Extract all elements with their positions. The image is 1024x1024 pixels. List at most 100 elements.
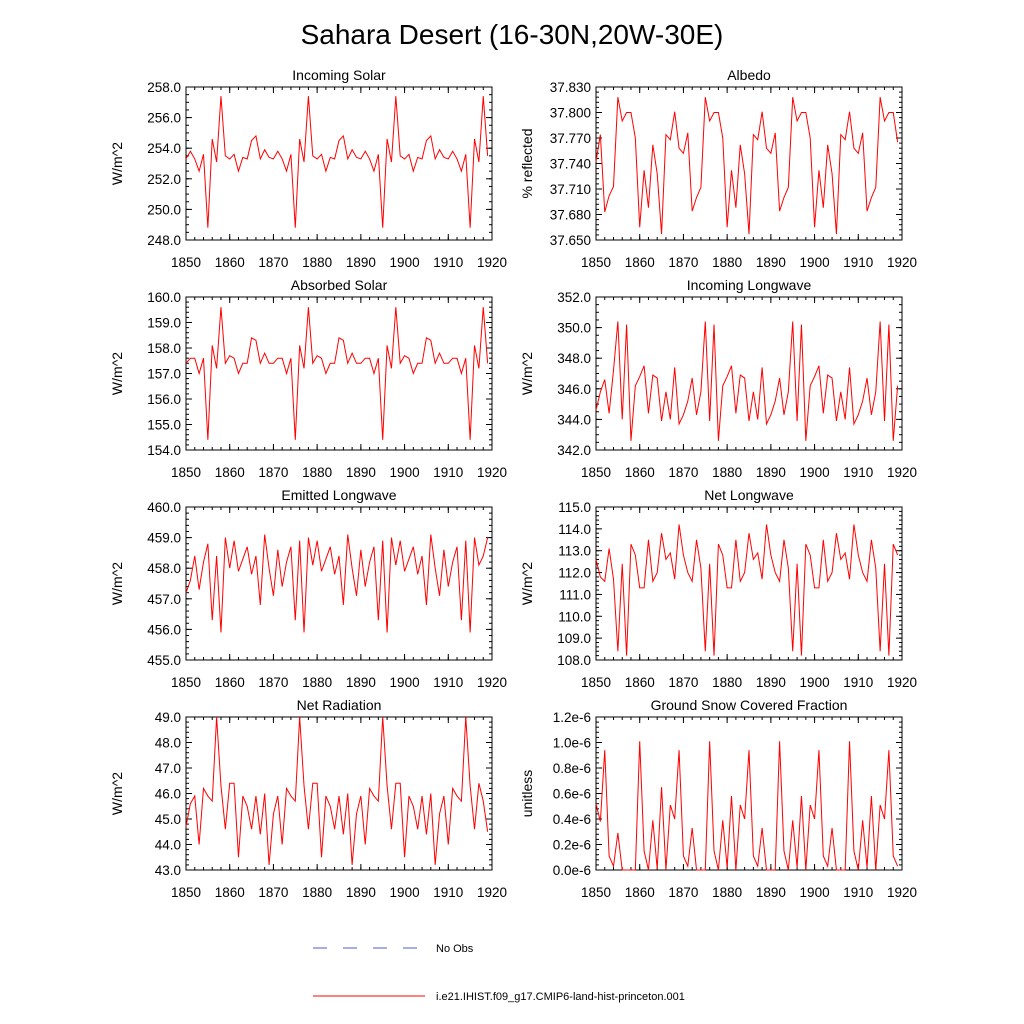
- y-tick-label: 48.0: [155, 736, 181, 751]
- x-tick-label: 1890: [346, 255, 376, 270]
- panel-title: Absorbed Solar: [291, 277, 388, 293]
- legend-label-model-run: i.e21.IHIST.f09_g17.CMIP6-land-hist-prin…: [436, 991, 685, 1003]
- plot-frame: [595, 506, 903, 661]
- y-tick-label: 112.0: [558, 566, 591, 581]
- x-tick-label: 1870: [258, 885, 288, 900]
- y-axis-label: % reflected: [519, 128, 535, 198]
- y-tick-label: 46.0: [155, 787, 181, 802]
- x-tick-label: 1890: [756, 885, 786, 900]
- x-tick-label: 1850: [171, 465, 201, 480]
- x-tick-label: 1860: [625, 255, 655, 270]
- y-tick-label: 37.740: [550, 157, 591, 172]
- x-tick-label: 1880: [712, 465, 742, 480]
- y-tick-label: 456.0: [147, 622, 181, 637]
- x-tick-label: 1880: [302, 465, 332, 480]
- y-tick-label: 157.0: [147, 367, 181, 382]
- x-tick-label: 1910: [843, 255, 873, 270]
- x-tick-label: 1920: [887, 255, 917, 270]
- x-tick-label: 1850: [171, 675, 201, 690]
- x-tick-label: 1860: [215, 465, 245, 480]
- y-tick-label: 254.0: [147, 141, 181, 156]
- x-tick-label: 1860: [215, 675, 245, 690]
- x-tick-label: 1920: [887, 885, 917, 900]
- y-tick-label: 458.0: [147, 561, 181, 576]
- y-tick-label: 0.2e-6: [553, 838, 591, 853]
- x-tick-label: 1870: [668, 885, 698, 900]
- x-tick-label: 1850: [581, 675, 611, 690]
- y-axis-label: W/m^2: [109, 352, 125, 395]
- y-tick-label: 37.770: [550, 131, 591, 146]
- x-tick-label: 1910: [843, 885, 873, 900]
- y-tick-label: 0.0e-6: [553, 863, 591, 878]
- panel-8: Ground Snow Covered Fraction unitless 1850…: [519, 697, 917, 900]
- y-axis-label: W/m^2: [519, 352, 535, 395]
- x-tick-label: 1870: [258, 465, 288, 480]
- x-tick-label: 1920: [477, 465, 507, 480]
- x-tick-label: 1890: [756, 465, 786, 480]
- y-tick-label: 37.650: [550, 233, 591, 248]
- y-tick-label: 49.0: [155, 710, 181, 725]
- y-tick-label: 108.0: [557, 653, 591, 668]
- panel-1: Incoming Solar W/m^2 1850 1860 1870 1880 1890 1…: [109, 67, 507, 270]
- y-tick-label: 348.0: [557, 351, 591, 366]
- x-tick-label: 1920: [887, 675, 917, 690]
- y-tick-label: 154.0: [147, 443, 181, 458]
- x-tick-label: 1910: [843, 465, 873, 480]
- series-line: [595, 321, 899, 441]
- x-tick-label: 1870: [668, 675, 698, 690]
- y-tick-label: 344.0: [557, 412, 591, 427]
- y-tick-label: 45.0: [155, 812, 181, 827]
- panel-2: Albedo % reflected 1850 1860 1870 1880 1890 190…: [519, 67, 917, 270]
- panel-6: Net Longwave W/m^2 1850 1860 1870 1880 1890 190…: [519, 487, 917, 690]
- panel-title: Incoming Longwave: [687, 277, 812, 293]
- y-tick-label: 37.680: [550, 208, 591, 223]
- panel-5: Emitted Longwave W/m^2 1850 1860 1870 1880 189…: [109, 487, 507, 690]
- y-tick-label: 37.830: [550, 80, 591, 95]
- x-tick-label: 1900: [800, 675, 830, 690]
- y-axis-label: W/m^2: [109, 562, 125, 605]
- x-tick-label: 1860: [215, 885, 245, 900]
- x-tick-label: 1900: [800, 465, 830, 480]
- x-tick-label: 1870: [258, 255, 288, 270]
- panel-7: Net Radiation W/m^2 1850 1860 1870 1880 1890 19…: [109, 697, 507, 900]
- x-tick-label: 1880: [302, 675, 332, 690]
- plot-frame: [185, 86, 493, 241]
- x-tick-label: 1900: [800, 885, 830, 900]
- y-tick-label: 0.8e-6: [553, 761, 591, 776]
- x-tick-label: 1920: [477, 885, 507, 900]
- x-tick-label: 1870: [668, 255, 698, 270]
- series-line: [185, 716, 489, 865]
- panels: Incoming Solar W/m^2 1850 1860 1870 1880 1890 1…: [109, 67, 917, 900]
- x-tick-label: 1900: [390, 675, 420, 690]
- y-tick-label: 47.0: [155, 761, 181, 776]
- y-tick-label: 111.0: [559, 587, 591, 602]
- y-tick-label: 155.0: [147, 418, 181, 433]
- x-tick-label: 1860: [625, 885, 655, 900]
- y-tick-label: 250.0: [147, 202, 181, 217]
- panel-title: Net Longwave: [704, 487, 794, 503]
- x-tick-label: 1900: [390, 255, 420, 270]
- y-axis-label: W/m^2: [109, 142, 125, 185]
- y-tick-label: 346.0: [557, 382, 591, 397]
- x-tick-label: 1880: [302, 885, 332, 900]
- x-tick-label: 1880: [302, 255, 332, 270]
- legend: No Obs i.e21.IHIST.f09_g17.CMIP6-land-hi…: [313, 943, 685, 1003]
- x-tick-label: 1850: [171, 885, 201, 900]
- y-tick-label: 342.0: [557, 443, 591, 458]
- series-line: [185, 96, 489, 228]
- panel-title: Net Radiation: [297, 697, 382, 713]
- x-tick-label: 1860: [215, 255, 245, 270]
- x-tick-label: 1910: [433, 255, 463, 270]
- x-tick-label: 1890: [756, 255, 786, 270]
- x-tick-label: 1900: [800, 255, 830, 270]
- x-tick-label: 1850: [171, 255, 201, 270]
- y-tick-label: 43.0: [155, 863, 181, 878]
- x-tick-label: 1850: [581, 255, 611, 270]
- y-tick-label: 1.0e-6: [553, 736, 591, 751]
- x-tick-label: 1890: [346, 465, 376, 480]
- series-line: [595, 524, 899, 656]
- y-tick-label: 350.0: [557, 321, 591, 336]
- series-line: [185, 307, 489, 440]
- y-tick-label: 258.0: [147, 80, 181, 95]
